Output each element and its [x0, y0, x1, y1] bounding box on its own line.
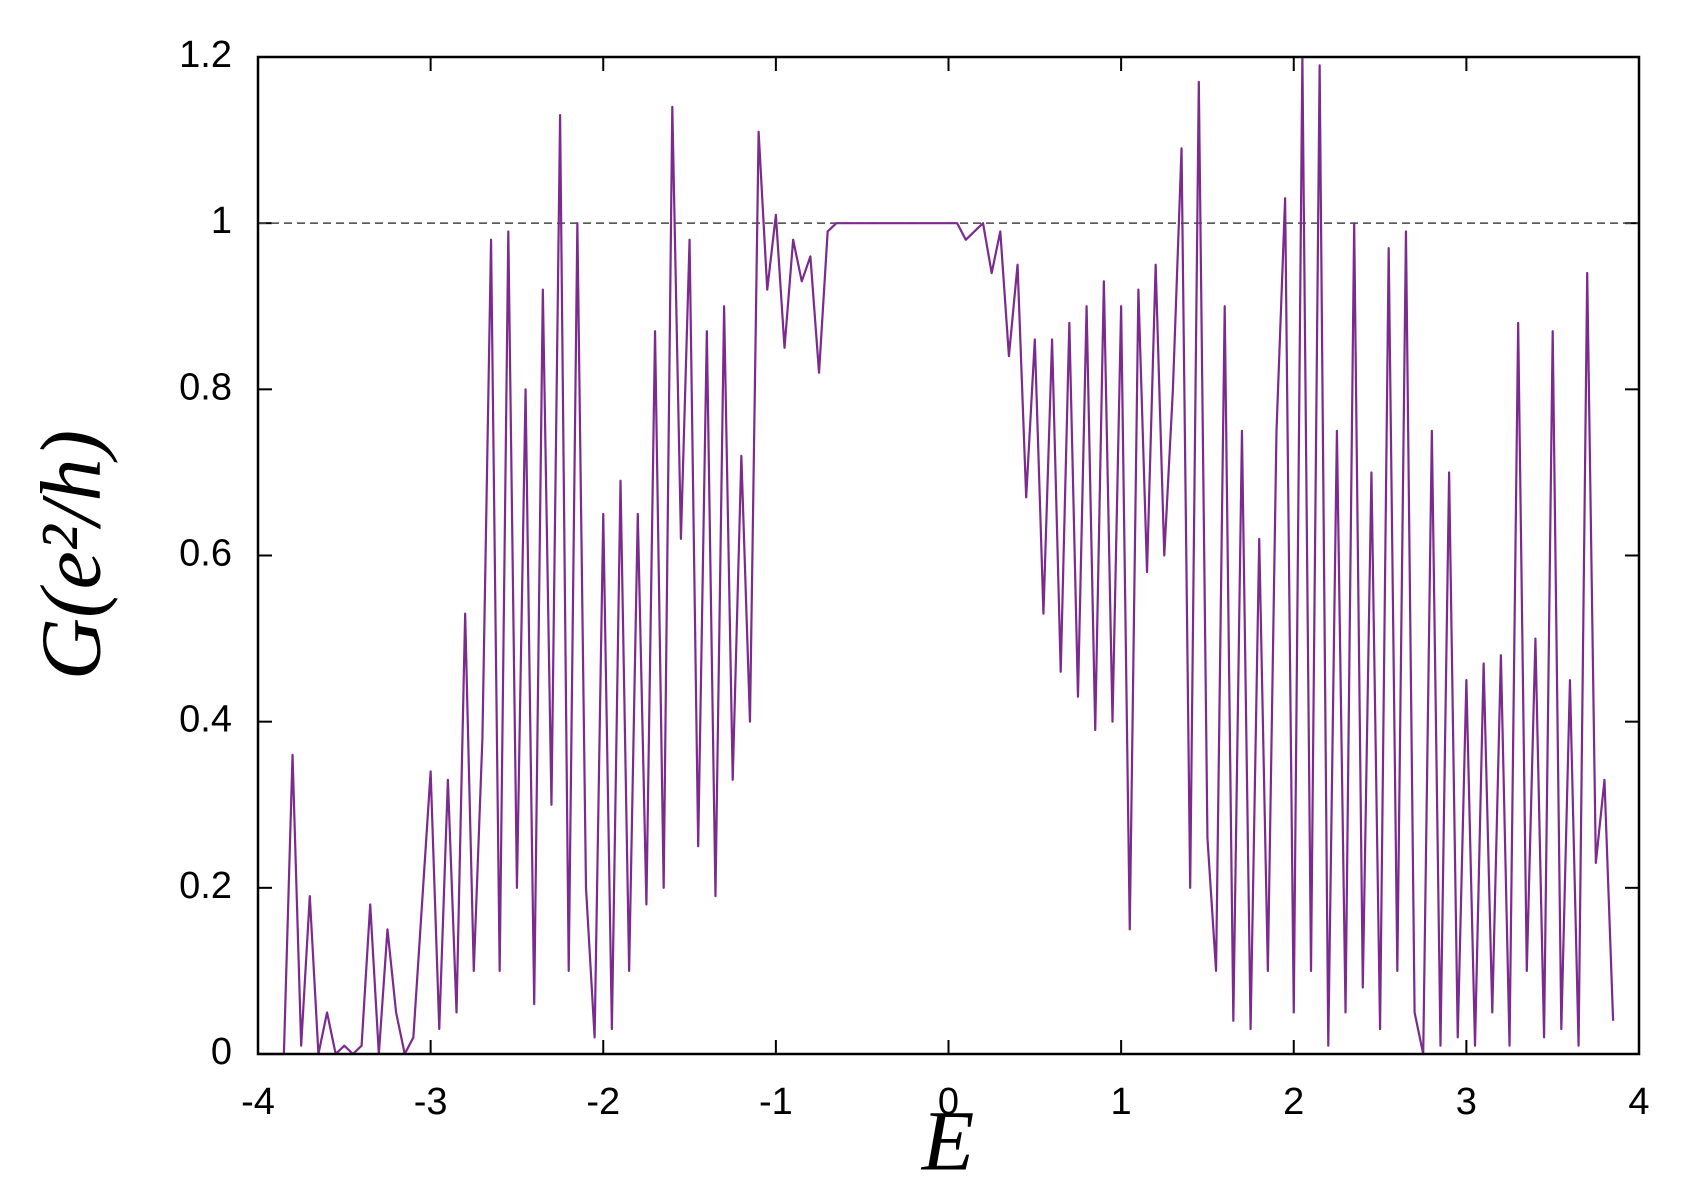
y-axis-label: G(e²/h) [23, 430, 119, 680]
x-tick-label: 0 [938, 1081, 959, 1123]
y-tick-label: 0.6 [179, 533, 232, 575]
y-tick-label: 0.4 [179, 699, 232, 741]
x-tick-label: 4 [1628, 1081, 1649, 1123]
y-tick-label: 1 [211, 200, 232, 242]
x-tick-label: 3 [1456, 1081, 1477, 1123]
plot-frame [256, 55, 1641, 1056]
x-tick-label: -1 [759, 1081, 793, 1123]
x-tick-label: -3 [414, 1081, 448, 1123]
y-tick-label: 0.8 [179, 366, 232, 408]
y-tick-label: 1.2 [179, 34, 232, 76]
y-tick-label: 0.2 [179, 865, 232, 907]
x-tick-label: -2 [586, 1081, 620, 1123]
x-tick-label: 1 [1111, 1081, 1132, 1123]
x-axis-label: E [920, 1093, 975, 1189]
x-tick-label: -4 [241, 1081, 275, 1123]
x-tick-label: 2 [1283, 1081, 1304, 1123]
data-line [258, 55, 1615, 1056]
y-tick-label: 0 [211, 1031, 232, 1073]
